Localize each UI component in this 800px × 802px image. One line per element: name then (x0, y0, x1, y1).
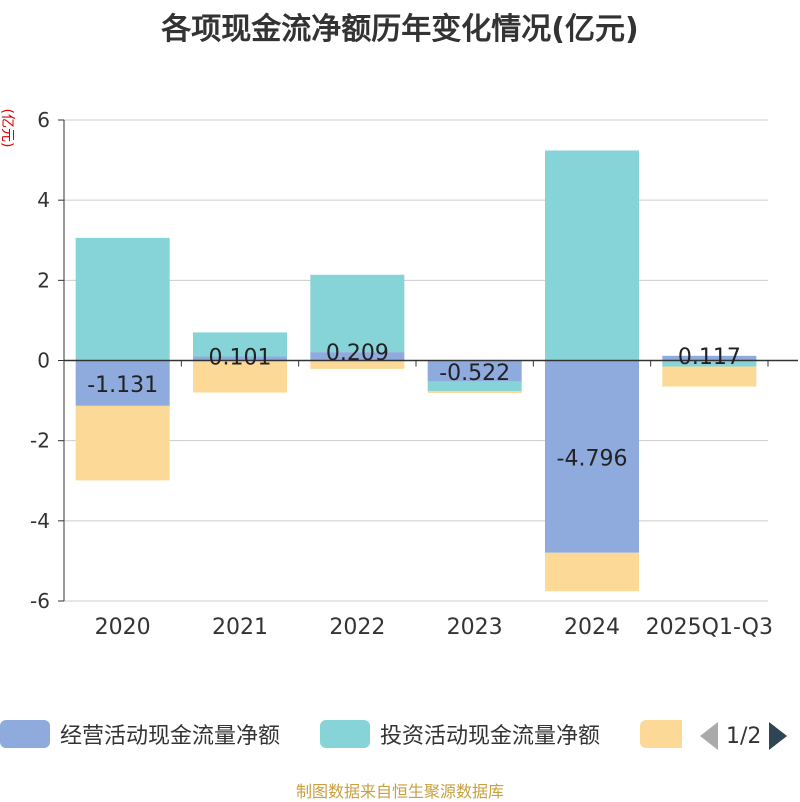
bar-third-2023 (427, 391, 522, 394)
y-tick-label: -4 (30, 509, 50, 533)
legend-swatch-investing (320, 720, 370, 748)
bar-investing-2022 (310, 274, 405, 353)
legend-label-operating: 经营活动现金流量净额 (60, 724, 281, 749)
data-label-operating-2021: 0.101 (209, 345, 272, 370)
legend-next-arrow-icon[interactable] (769, 722, 788, 750)
legend-label-investing: 投资活动现金流量净额 (380, 724, 601, 749)
legend-item-financing[interactable] (640, 720, 682, 748)
x-category-label: 2024 (564, 615, 620, 640)
x-category-label: 2021 (212, 615, 268, 640)
bar-investing-2023 (427, 381, 522, 392)
y-tick-label: 2 (37, 268, 50, 292)
y-tick-label: 0 (37, 349, 50, 373)
data-source-footer: 制图数据来自恒生聚源数据库 (295, 782, 504, 801)
data-label-operating-2022: 0.209 (326, 341, 389, 366)
stacked-bar-chart: 6 4 2 0 -2 -4 -6 -1.131 0.101 0.209 -0.522 -4.796 0.… (30, 108, 798, 640)
bar-third-2024 (545, 552, 639, 592)
bar-operating-2025Q1-Q3 (662, 355, 757, 361)
x-category-label: 2022 (329, 615, 385, 640)
y-tick-label: 4 (37, 188, 50, 212)
x-category-label: 2020 (95, 615, 151, 640)
data-label-operating-2023: -0.522 (439, 361, 510, 386)
y-tick-label: -2 (30, 429, 50, 453)
bar-third-2020 (75, 405, 170, 481)
x-category-label: 2025Q1-Q3 (646, 615, 773, 640)
bar-third-2022 (310, 360, 405, 369)
legend-swatch-third (640, 720, 682, 748)
legend-item-operating[interactable]: 经营活动现金流量净额 (0, 720, 281, 749)
legend: 经营活动现金流量净额 投资活动现金流量净额 1/2 (0, 714, 800, 754)
bar-operating-2020 (75, 360, 170, 406)
legend-item-investing[interactable]: 投资活动现金流量净额 (320, 720, 601, 749)
y-tick-label: 6 (37, 108, 50, 132)
bar-third-2025Q1-Q3 (662, 366, 757, 387)
bar-investing-2020 (75, 237, 170, 361)
data-label-operating-2025Q1-Q3: 0.117 (678, 345, 741, 370)
bar-operating-2021 (193, 356, 287, 361)
x-category-label: 2023 (447, 615, 503, 640)
bar-operating-2023 (427, 360, 522, 382)
y-tick-label: -6 (30, 589, 50, 613)
chart-title: 各项现金流净额历年变化情况(亿元) (161, 12, 639, 47)
legend-prev-arrow-icon[interactable] (700, 722, 718, 750)
bar-operating-2022 (310, 352, 405, 361)
legend-page-indicator: 1/2 (726, 723, 762, 749)
legend-swatch-operating (0, 720, 50, 748)
bar-investing-2021 (193, 332, 287, 357)
bar-third-2021 (193, 360, 287, 393)
data-label-operating-2024: -4.796 (557, 447, 628, 472)
bar-operating-2024 (545, 360, 639, 553)
data-label-operating-2020: -1.131 (87, 373, 158, 398)
legend-pager: 1/2 (700, 722, 788, 750)
bar-investing-2025Q1-Q3 (662, 360, 757, 367)
bar-investing-2024 (545, 150, 639, 361)
